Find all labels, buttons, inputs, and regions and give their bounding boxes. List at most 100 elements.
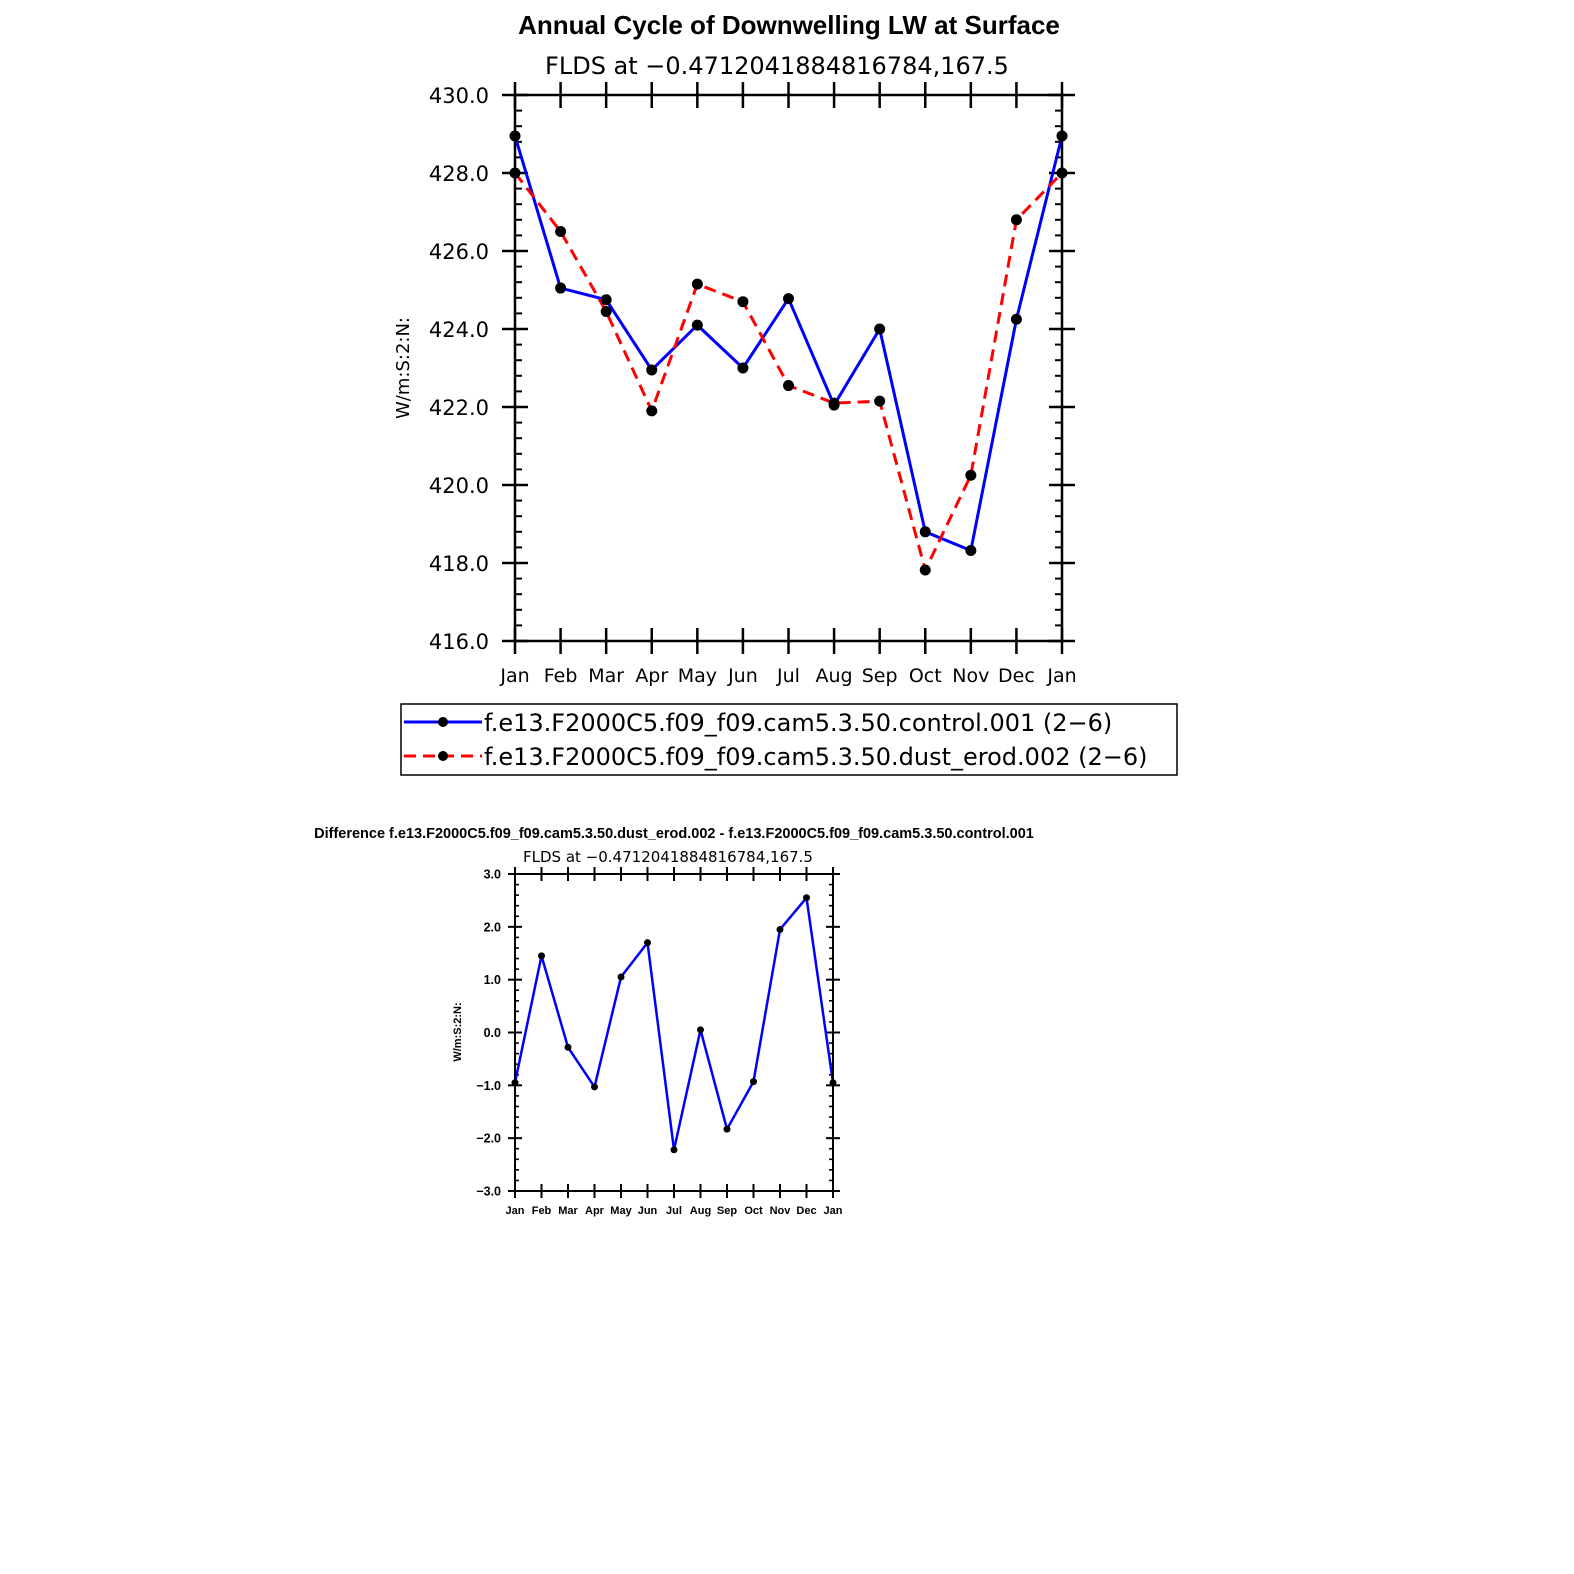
x-tick-label: Jun bbox=[727, 665, 758, 687]
x-tick-label: Oct bbox=[909, 665, 942, 687]
y-tick-label: 426.0 bbox=[429, 240, 489, 264]
x-tick-label: Oct bbox=[744, 1205, 763, 1217]
x-tick-label: May bbox=[678, 665, 717, 687]
data-point bbox=[591, 1083, 598, 1091]
data-point bbox=[723, 1125, 731, 1133]
diff-x-tick-labels: Jan Feb Mar Apr May Jun Jul Aug Sep Oct Nov Dec Jan bbox=[506, 1205, 843, 1217]
data-point bbox=[874, 323, 886, 335]
data-point bbox=[538, 952, 545, 960]
data-point bbox=[737, 296, 749, 308]
data-point bbox=[965, 469, 977, 481]
x-tick-label: Jul bbox=[776, 665, 800, 687]
data-point bbox=[783, 380, 794, 392]
data-point bbox=[691, 319, 703, 331]
legend-label-control: f.e13.F2000C5.f09_f09.cam5.3.50.control.… bbox=[484, 709, 1112, 737]
y-tick-label: 420.0 bbox=[429, 474, 489, 498]
legend-entry-dust-erod: f.e13.F2000C5.f09_f09.cam5.3.50.dust_ero… bbox=[404, 743, 1147, 771]
y-axis-label: W/m:S:2:N: bbox=[393, 317, 414, 419]
data-point bbox=[646, 364, 658, 376]
y-tick-label: −1.0 bbox=[476, 1079, 501, 1093]
legend-marker-control bbox=[438, 717, 448, 727]
y-tick-label: 418.0 bbox=[429, 552, 489, 576]
y-tick-label: 422.0 bbox=[429, 396, 489, 420]
annual-cycle-chart: Annual Cycle of Downwelling LW at Surfac… bbox=[393, 10, 1077, 687]
data-point bbox=[828, 397, 840, 409]
x-tick-label: Mar bbox=[558, 1205, 578, 1217]
x-tick-label: Dec bbox=[796, 1205, 816, 1217]
data-point bbox=[600, 294, 612, 306]
x-tick-label: Sep bbox=[862, 665, 898, 687]
chart-title: Annual Cycle of Downwelling LW at Surfac… bbox=[518, 10, 1060, 40]
x-tick-label: May bbox=[610, 1205, 632, 1217]
chart-subtitle: FLDS at −0.4712041884816784,167.5 bbox=[545, 52, 1009, 80]
data-point bbox=[691, 278, 703, 290]
series-line-0 bbox=[513, 896, 835, 1152]
data-point bbox=[965, 545, 977, 557]
series-lines bbox=[513, 135, 1064, 572]
data-point bbox=[555, 226, 567, 237]
y-tick-label: 424.0 bbox=[429, 318, 489, 342]
x-tick-label: Jul bbox=[666, 1205, 682, 1217]
data-point bbox=[1010, 313, 1022, 325]
x-tick-label: Dec bbox=[998, 665, 1035, 687]
x-tick-label: Jun bbox=[638, 1205, 658, 1217]
data-point bbox=[670, 1146, 678, 1154]
data-point bbox=[737, 362, 749, 374]
difference-chart: Difference f.e13.F2000C5.f09_f09.cam5.3.… bbox=[314, 826, 1034, 1217]
x-tick-label: Jan bbox=[506, 1205, 525, 1217]
x-tick-label: Feb bbox=[544, 665, 578, 687]
data-point bbox=[874, 395, 886, 407]
x-tick-label: Sep bbox=[717, 1205, 737, 1217]
y-tick-label: −3.0 bbox=[476, 1185, 501, 1199]
data-point bbox=[803, 894, 810, 902]
x-tick-labels: Jan Feb Mar Apr May Jun Jul Aug Sep Oct Nov Dec Jan bbox=[499, 665, 1076, 687]
data-point bbox=[1010, 214, 1022, 226]
y-tick-label: 416.0 bbox=[429, 630, 489, 654]
data-point bbox=[600, 305, 612, 317]
data-point bbox=[617, 973, 625, 981]
legend-box bbox=[400, 703, 1178, 776]
diff-chart-title: Difference f.e13.F2000C5.f09_f09.cam5.3.… bbox=[314, 826, 1034, 842]
data-point bbox=[919, 564, 931, 576]
x-tick-label: Aug bbox=[816, 665, 853, 687]
y-tick-labels: 416.0 418.0 420.0 422.0 424.0 426.0 428.0 430.0 bbox=[429, 84, 489, 654]
y-tick-label: 2.0 bbox=[484, 920, 501, 934]
data-point bbox=[564, 1043, 572, 1051]
legend-entry-control: f.e13.F2000C5.f09_f09.cam5.3.50.control.… bbox=[404, 709, 1112, 737]
x-tick-label: Mar bbox=[588, 665, 624, 687]
y-tick-label: 1.0 bbox=[484, 973, 501, 987]
plot-frame bbox=[513, 93, 1064, 643]
data-point bbox=[919, 526, 931, 538]
x-tick-label: Aug bbox=[690, 1205, 711, 1217]
legend-label-dust-erod: f.e13.F2000C5.f09_f09.cam5.3.50.dust_ero… bbox=[484, 743, 1147, 771]
x-tick-label: Jan bbox=[824, 1205, 843, 1217]
diff-y-tick-labels: −3.0 −2.0 −1.0 0.0 1.0 2.0 3.0 bbox=[476, 868, 501, 1199]
y-tick-label: 0.0 bbox=[484, 1026, 501, 1040]
y-tick-label: 428.0 bbox=[429, 162, 489, 186]
x-tick-label: Jan bbox=[1046, 665, 1076, 687]
diff-plot-frame bbox=[514, 873, 834, 1192]
x-tick-label: Apr bbox=[585, 1205, 605, 1217]
x-tick-label: Feb bbox=[532, 1205, 552, 1217]
x-tick-label: Jan bbox=[499, 665, 529, 687]
series-line-0 bbox=[513, 135, 1064, 553]
x-tick-label: Nov bbox=[952, 665, 989, 687]
diff-series-lines bbox=[513, 896, 835, 1152]
y-tick-label: 430.0 bbox=[429, 84, 489, 108]
data-point bbox=[644, 939, 651, 947]
y-tick-label: 3.0 bbox=[484, 868, 501, 882]
y-tick-label: −2.0 bbox=[476, 1132, 501, 1146]
data-point bbox=[697, 1026, 704, 1034]
data-point bbox=[646, 405, 658, 417]
series-points bbox=[509, 130, 1068, 576]
legend: f.e13.F2000C5.f09_f09.cam5.3.50.control.… bbox=[400, 703, 1178, 776]
data-point bbox=[555, 282, 567, 294]
x-tick-label: Apr bbox=[635, 665, 668, 687]
data-point bbox=[750, 1078, 757, 1086]
data-point bbox=[776, 925, 784, 933]
x-tick-label: Nov bbox=[770, 1205, 792, 1217]
legend-marker-dust-erod bbox=[438, 751, 448, 761]
diff-chart-subtitle: FLDS at −0.4712041884816784,167.5 bbox=[523, 848, 813, 866]
diff-y-axis-label: W/m:S:2:N: bbox=[452, 1002, 464, 1061]
